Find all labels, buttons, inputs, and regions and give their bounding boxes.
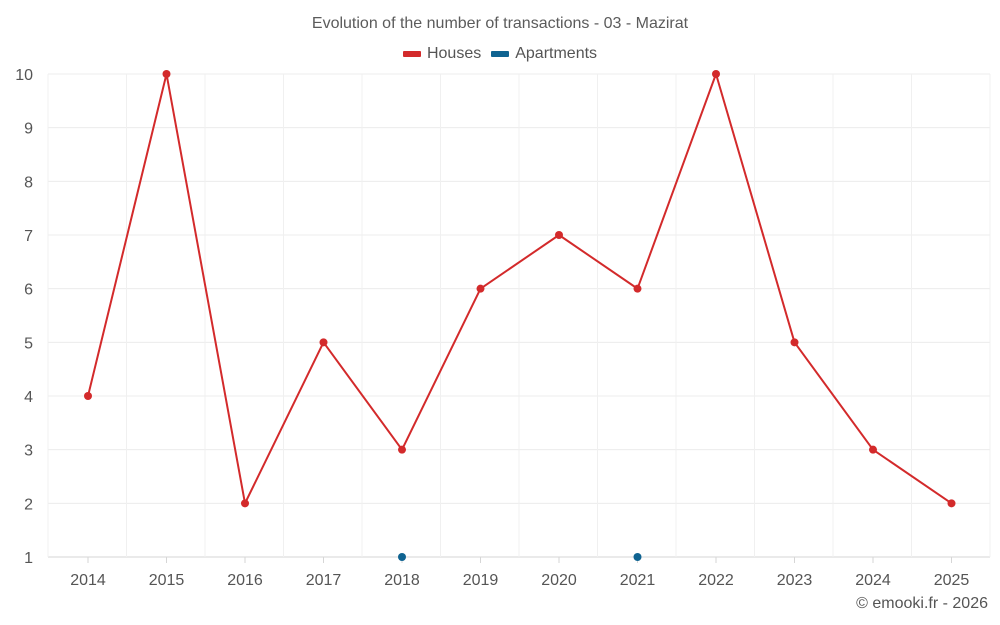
y-tick-label: 3 bbox=[24, 443, 33, 460]
data-point-houses bbox=[398, 445, 406, 454]
data-point-apartments bbox=[633, 553, 642, 561]
series-line-houses bbox=[87, 73, 953, 505]
y-tick-label: 5 bbox=[24, 335, 33, 352]
y-tick-label: 9 bbox=[24, 121, 33, 138]
data-point-houses bbox=[319, 338, 328, 347]
data-point-houses bbox=[633, 284, 642, 293]
x-tick-label: 2014 bbox=[70, 572, 106, 589]
data-point-houses bbox=[555, 231, 563, 239]
x-tick-label: 2020 bbox=[541, 572, 577, 589]
y-tick-label: 2 bbox=[24, 496, 33, 513]
y-tick-label: 8 bbox=[24, 174, 33, 191]
y-tick-label: 4 bbox=[24, 389, 33, 406]
data-point-houses bbox=[947, 499, 956, 508]
y-tick-label: 7 bbox=[24, 228, 33, 245]
legend-swatch-apartments bbox=[491, 51, 510, 57]
x-tick-label: 2023 bbox=[777, 572, 813, 589]
data-point-houses bbox=[476, 284, 485, 293]
data-point-houses bbox=[84, 392, 92, 400]
legend-label-houses: Houses bbox=[426, 45, 482, 62]
credit-text: © emooki.fr - 2026 bbox=[856, 595, 988, 612]
data-point-houses bbox=[162, 70, 171, 78]
x-tick-label: 2017 bbox=[306, 572, 342, 589]
data-point-apartments bbox=[398, 553, 406, 561]
data-point-houses bbox=[869, 445, 877, 454]
x-tick-label: 2019 bbox=[463, 572, 499, 589]
y-tick-label: 10 bbox=[15, 67, 33, 84]
legend-item-apartments[interactable]: Apartments bbox=[491, 45, 597, 63]
legend: Houses Apartments bbox=[0, 45, 1000, 63]
y-tick-label: 1 bbox=[24, 550, 33, 567]
legend-swatch-houses bbox=[402, 51, 421, 57]
chart-title: Evolution of the number of transactions … bbox=[311, 15, 689, 32]
x-tick-label: 2024 bbox=[855, 572, 891, 589]
data-point-houses bbox=[790, 338, 799, 347]
legend-item-houses[interactable]: Houses bbox=[402, 45, 482, 63]
x-tick-label: 2025 bbox=[934, 572, 970, 589]
data-point-houses bbox=[712, 70, 720, 78]
legend-label-apartments: Apartments bbox=[515, 45, 598, 62]
x-tick-label: 2016 bbox=[227, 572, 263, 589]
data-point-houses bbox=[241, 499, 249, 508]
x-tick-label: 2015 bbox=[149, 572, 185, 589]
y-tick-label: 6 bbox=[24, 282, 33, 299]
x-tick-label: 2018 bbox=[384, 572, 420, 589]
x-tick-label: 2021 bbox=[620, 572, 656, 589]
x-tick-label: 2022 bbox=[698, 572, 734, 589]
